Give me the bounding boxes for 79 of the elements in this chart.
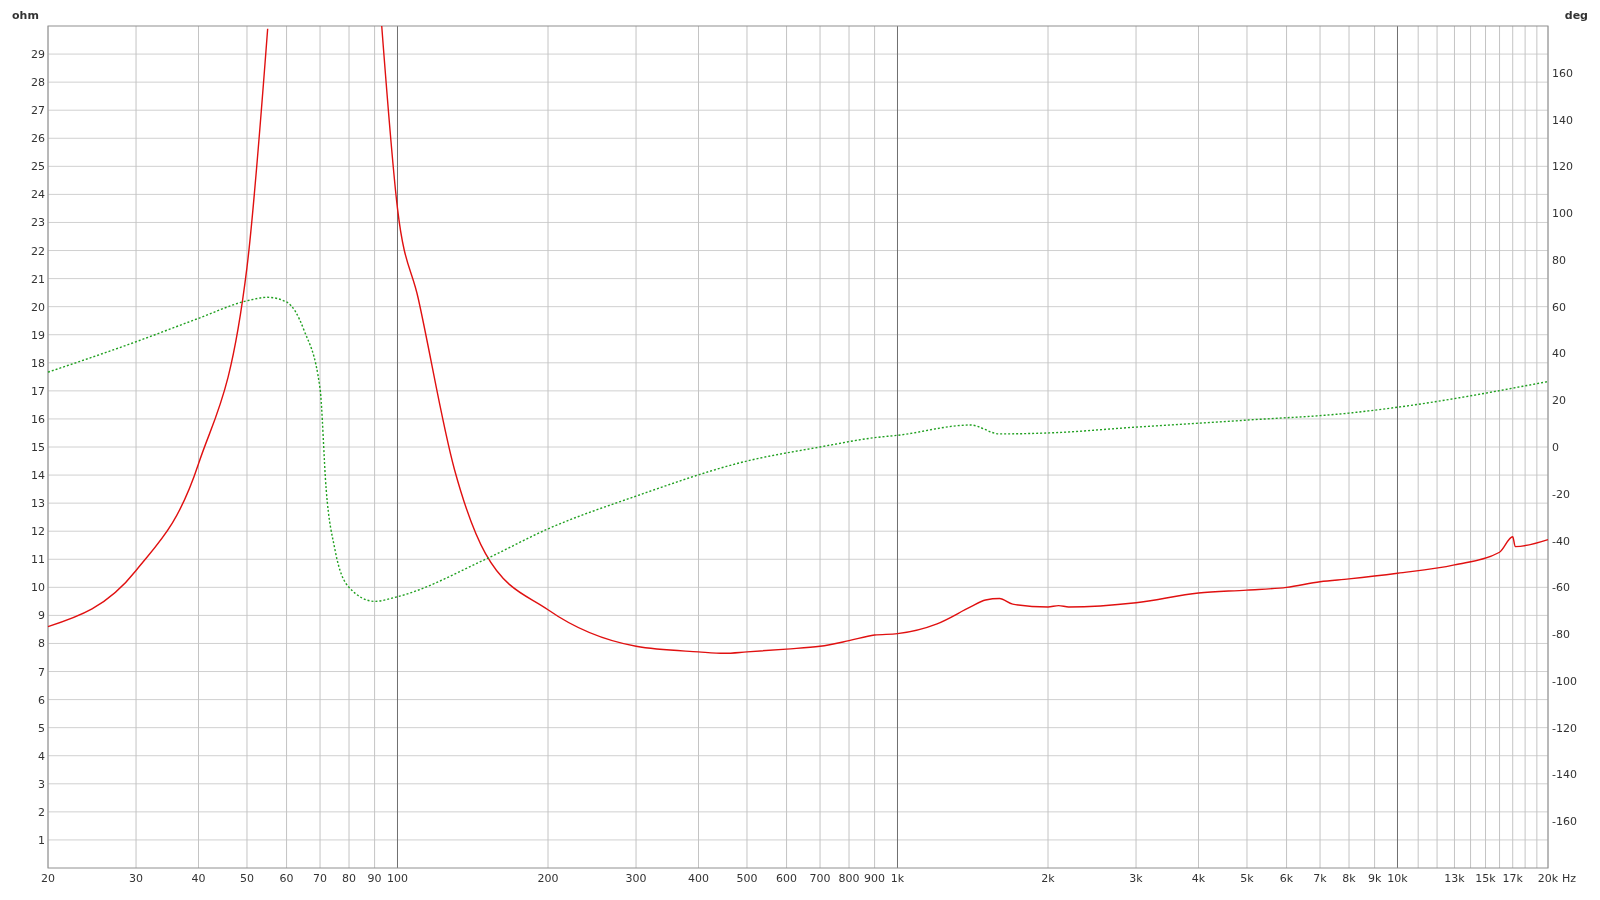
y-tick-label: 27 — [31, 104, 45, 118]
y2-tick-label: 100 — [1552, 207, 1573, 221]
y-tick-label: 26 — [31, 132, 45, 146]
x-tick-label: 20k — [1537, 872, 1559, 885]
y2-tick-label: 40 — [1552, 347, 1566, 361]
x-tick-label: 300 — [625, 872, 647, 885]
x-tick-label: 1k — [890, 872, 905, 885]
y2-tick-label: 60 — [1552, 300, 1566, 314]
x-tick-label: 10k — [1387, 872, 1409, 885]
y2-tick-label: -140 — [1552, 768, 1577, 782]
y-tick-label: 28 — [31, 76, 45, 90]
x-tick-label: 30 — [129, 872, 144, 885]
x-tick-label: 100 — [386, 872, 408, 885]
x-tick-label: 90 — [367, 872, 382, 885]
x-axis-title: Hz — [1562, 872, 1577, 885]
y-tick-label: 9 — [38, 609, 45, 623]
x-tick-label: 900 — [864, 872, 886, 885]
y-tick-label: 7 — [38, 665, 45, 679]
y2-tick-label: -100 — [1552, 674, 1577, 688]
y2-tick-label: -20 — [1552, 487, 1570, 501]
x-tick-label: 50 — [239, 872, 254, 885]
y-tick-label: 25 — [31, 160, 45, 174]
x-tick-label: 500 — [736, 872, 758, 885]
y-tick-label: 1 — [38, 833, 45, 847]
x-tick-label: 3k — [1129, 872, 1144, 885]
y-tick-label: 22 — [31, 244, 45, 258]
y-tick-label: 11 — [31, 553, 45, 567]
y-tick-label: 24 — [31, 188, 45, 202]
y-tick-label: 23 — [31, 216, 45, 230]
y-tick-label: 21 — [31, 272, 45, 286]
y2-tick-label: -80 — [1552, 628, 1570, 642]
y-tick-label: 5 — [38, 721, 45, 735]
y2-tick-label: 140 — [1552, 113, 1573, 127]
y-tick-label: 3 — [38, 777, 45, 791]
x-tick-label: 800 — [838, 872, 860, 885]
y-tick-label: 4 — [38, 749, 45, 763]
y2-tick-label: 120 — [1552, 160, 1573, 174]
x-tick-label: 80 — [342, 872, 357, 885]
y-tick-label: 6 — [38, 693, 45, 707]
x-tick-label: 7k — [1313, 872, 1328, 885]
y-tick-label: 20 — [31, 300, 45, 314]
x-tick-label: 17k — [1502, 872, 1524, 885]
x-tick-label: 2k — [1041, 872, 1056, 885]
x-tick-label: 4k — [1191, 872, 1206, 885]
x-tick-label: 5k — [1240, 872, 1255, 885]
x-tick-label: 700 — [809, 872, 831, 885]
x-tick-label: 70 — [313, 872, 328, 885]
y2-tick-label: -120 — [1552, 721, 1577, 735]
y-tick-label: 8 — [38, 637, 45, 651]
y-tick-label: 14 — [31, 469, 45, 483]
y2-tick-label: -40 — [1552, 534, 1570, 548]
y2-tick-label: -60 — [1552, 581, 1570, 595]
y2-tick-label: 20 — [1552, 394, 1566, 408]
y-axis-title: ohm — [12, 9, 39, 22]
x-tick-label: 200 — [537, 872, 559, 885]
y-tick-label: 2 — [38, 805, 45, 819]
y-tick-label: 18 — [31, 356, 45, 370]
x-tick-label: 40 — [191, 872, 206, 885]
y-tick-label: 15 — [31, 441, 45, 454]
y2-tick-label: 0 — [1552, 441, 1559, 454]
y-tick-label: 16 — [31, 412, 45, 426]
x-tick-label: 15k — [1475, 872, 1497, 885]
y-tick-label: 17 — [31, 384, 45, 398]
x-tick-label: 600 — [776, 872, 798, 885]
y-tick-label: 10 — [31, 581, 45, 595]
y2-tick-label: 80 — [1552, 253, 1566, 267]
x-tick-label: 60 — [279, 872, 294, 885]
y-tick-label: 12 — [31, 525, 45, 539]
x-tick-label: 6k — [1279, 872, 1294, 885]
y2-tick-label: 160 — [1552, 66, 1573, 80]
y-tick-label: 19 — [31, 328, 45, 342]
y2-axis-title: deg — [1564, 9, 1588, 22]
y2-tick-label: -160 — [1552, 815, 1577, 829]
x-tick-label: 400 — [688, 872, 710, 885]
y-tick-label: 13 — [31, 497, 45, 511]
x-tick-label: 13k — [1444, 872, 1466, 885]
x-tick-label: 9k — [1367, 872, 1382, 885]
y-tick-label: 29 — [31, 48, 45, 62]
x-tick-label: 8k — [1342, 872, 1357, 885]
